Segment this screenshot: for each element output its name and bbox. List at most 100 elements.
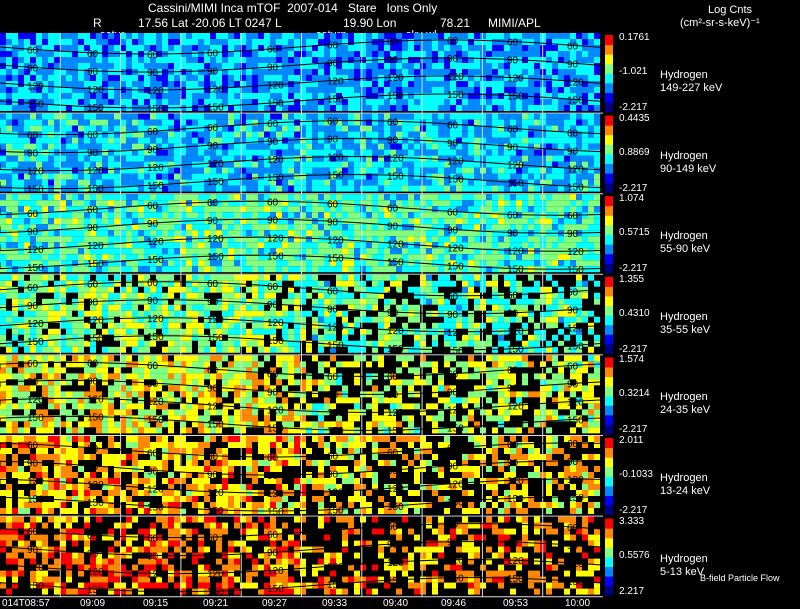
heatmap-cell [192, 81, 198, 87]
heatmap-cell [138, 161, 144, 168]
heatmap-cell [546, 143, 552, 150]
heatmap-cell [492, 87, 498, 93]
heatmap-cell [570, 119, 576, 126]
heatmap-cell [474, 218, 480, 225]
heatmap-cell [6, 167, 12, 174]
heatmap-cell [570, 99, 576, 105]
heatmap-cell [330, 185, 336, 192]
heatmap-cell [66, 105, 72, 111]
heatmap-cell [516, 206, 522, 213]
heatmap-cell [324, 280, 330, 287]
heatmap-cell [366, 167, 372, 174]
heatmap-cell [462, 206, 468, 213]
heatmap-cell [18, 125, 24, 132]
heatmap-cell [486, 113, 492, 120]
heatmap-cell [270, 236, 276, 243]
heatmap-cell [294, 81, 300, 87]
heatmap-cell [132, 137, 138, 144]
heatmap-cell [312, 51, 318, 57]
heatmap-cell [546, 316, 552, 323]
heatmap-cell [594, 274, 600, 281]
heatmap-cell [528, 304, 534, 311]
heatmap-cell [582, 33, 588, 39]
heatmap-cell [6, 179, 12, 186]
heatmap-cell [324, 298, 330, 305]
heatmap-cell [204, 75, 210, 81]
heatmap-cell [132, 242, 138, 249]
heatmap-cell [36, 69, 42, 75]
heatmap-cell [516, 131, 522, 138]
heatmap-cell [228, 113, 234, 120]
heatmap-cell [216, 236, 222, 243]
heatmap-cell [510, 206, 516, 213]
heatmap-cell [102, 113, 108, 120]
heatmap-cell [294, 125, 300, 132]
heatmap-cell [420, 310, 426, 317]
heatmap-cell [360, 218, 366, 225]
heatmap-cell [30, 280, 36, 287]
heatmap-cell [486, 51, 492, 57]
heatmap-cell [186, 260, 192, 267]
heatmap-cell [234, 304, 240, 311]
heatmap-cell [12, 137, 18, 144]
heatmap-cell [504, 212, 510, 219]
heatmap-cell [522, 173, 528, 180]
heatmap-cell [390, 119, 396, 126]
heatmap-cell [36, 51, 42, 57]
heatmap-cell [534, 143, 540, 150]
heatmap-cell [552, 113, 558, 120]
heatmap-cell [24, 93, 30, 99]
heatmap-cell [102, 236, 108, 243]
heatmap-cell [264, 292, 270, 299]
heatmap-cell [198, 254, 204, 261]
heatmap-cell [402, 105, 408, 111]
heatmap-cell [588, 260, 594, 267]
heatmap-cell [378, 286, 384, 293]
heatmap-cell [156, 131, 162, 138]
heatmap-cell [354, 173, 360, 180]
heatmap-cell [378, 230, 384, 237]
heatmap-cell [270, 218, 276, 225]
heatmap-cell [60, 51, 66, 57]
heatmap-cell [156, 185, 162, 192]
heatmap-cell [168, 39, 174, 45]
heatmap-cell [552, 206, 558, 213]
heatmap-cell [138, 266, 144, 273]
heatmap-cell [594, 254, 600, 261]
heatmap-cell [258, 286, 264, 293]
heatmap-cell [522, 224, 528, 231]
heatmap-cell [342, 149, 348, 156]
heatmap-cell [234, 87, 240, 93]
heatmap-cell [300, 39, 306, 45]
heatmap-cell [504, 93, 510, 99]
heatmap-cell [204, 161, 210, 168]
heatmap-cell [126, 248, 132, 255]
heatmap-cell [324, 137, 330, 144]
heatmap-cell [456, 304, 462, 311]
heatmap-cell [108, 280, 114, 287]
heatmap-cell [474, 105, 480, 111]
heatmap-cell [288, 236, 294, 243]
heatmap-cell [402, 266, 408, 273]
heatmap-cell [546, 75, 552, 81]
heatmap-cell [432, 254, 438, 261]
heatmap-cell [72, 298, 78, 305]
heatmap-cell [288, 57, 294, 63]
heatmap-cell [228, 212, 234, 219]
heatmap-cell [456, 93, 462, 99]
heatmap-cell [132, 224, 138, 231]
heatmap-cell [96, 113, 102, 120]
heatmap-cell [252, 39, 258, 45]
heatmap-cell [474, 33, 480, 39]
heatmap-cell [288, 105, 294, 111]
heatmap-cell [570, 125, 576, 132]
heatmap-cell [246, 185, 252, 192]
heatmap-cell [456, 254, 462, 261]
heatmap-cell [450, 200, 456, 207]
heatmap-cell [528, 33, 534, 39]
heatmap-cell [414, 236, 420, 243]
heatmap-cell [516, 280, 522, 287]
heatmap-cell [240, 51, 246, 57]
heatmap-cell [114, 125, 120, 132]
heatmap-cell [534, 125, 540, 132]
